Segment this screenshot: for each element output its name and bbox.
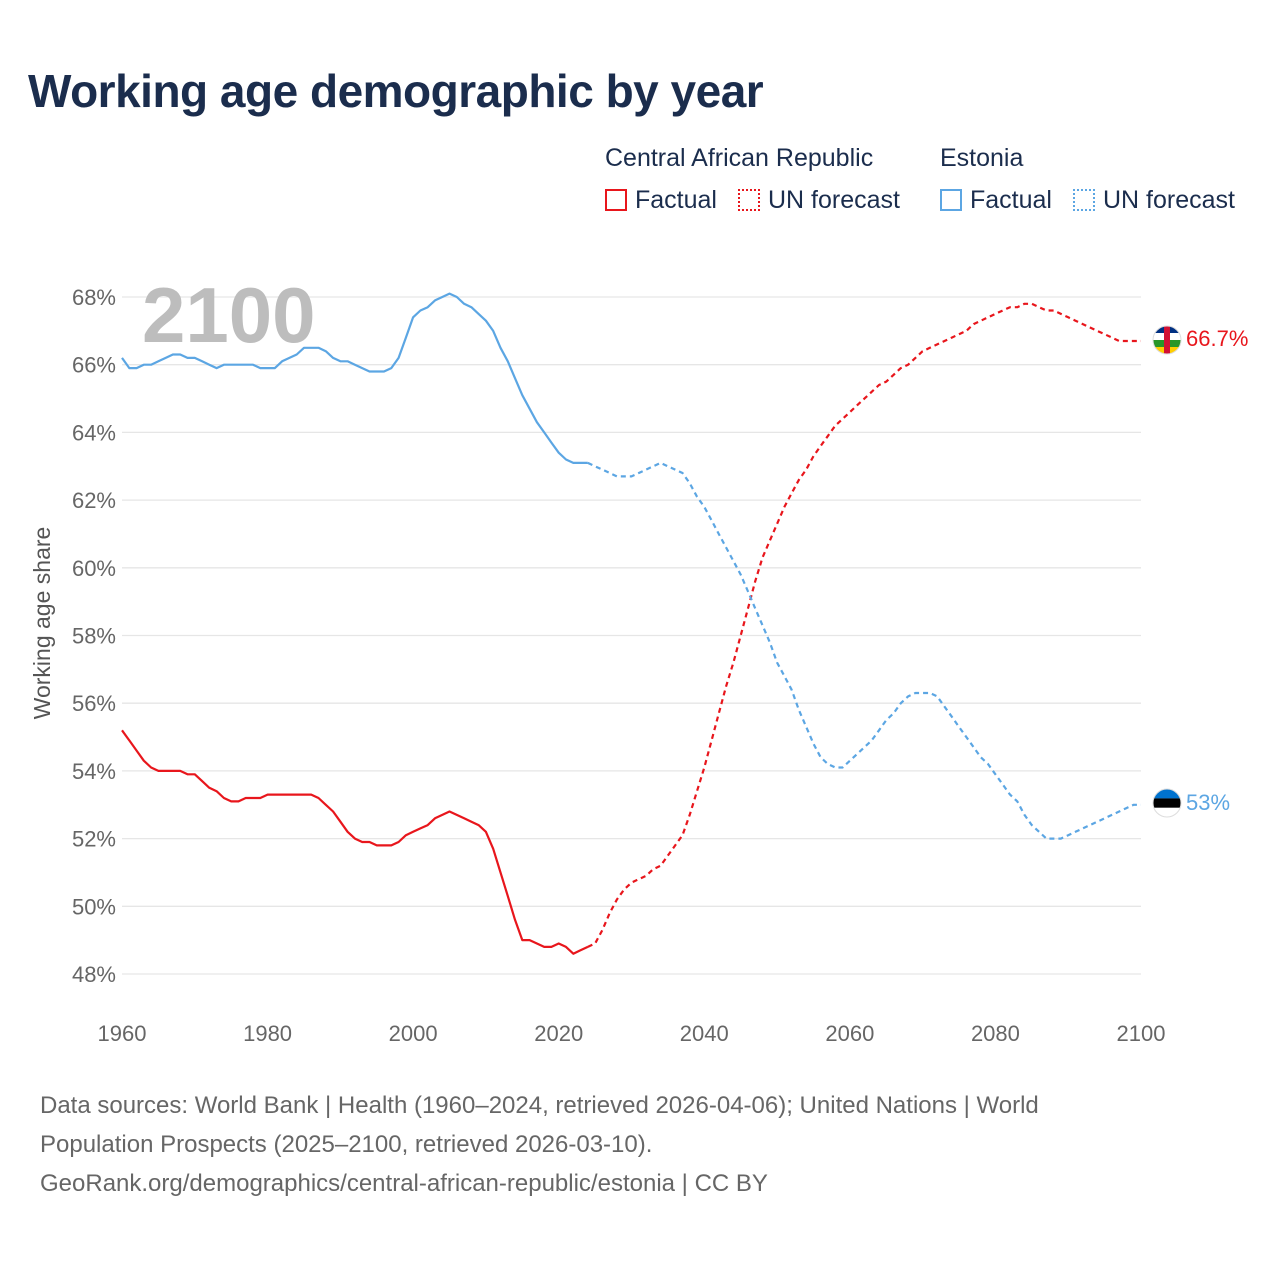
legend-swatch-solid-blue [940,189,962,211]
y-tick-label: 68% [72,285,116,310]
series-line-central-african-republic-forecast [587,302,1141,948]
grid [122,296,1141,975]
chart-title: Working age demographic by year [28,65,764,117]
end-label-estonia: 53% [1186,790,1230,815]
y-tick-label: 60% [72,556,116,581]
legend-estonia-factual[interactable]: Factual [940,184,1052,216]
legend-group-car: Central African Republic [605,144,874,172]
legend-car-factual[interactable]: Factual [605,184,717,216]
legend-label: UN forecast [768,185,900,214]
y-axis-ticks: 48% 50% 52% 54% 56% 58% 60% 62% 64% 66% 68% [72,285,116,987]
legend-group-estonia: Estonia [940,144,1024,172]
series-lines [121,292,1141,955]
y-tick-label: 64% [72,420,116,445]
legend-label: Factual [970,185,1052,214]
legend-label: Factual [635,185,717,214]
y-tick-label: 50% [72,894,116,919]
legend-label: UN forecast [1103,185,1235,214]
y-tick-label: 48% [72,962,116,987]
flag-estonia-icon [1152,788,1182,818]
x-tick-label: 1980 [243,1021,292,1046]
series-line-estonia-factual [121,292,588,464]
x-tick-label: 2100 [1117,1021,1166,1046]
series-line-estonia-forecast [587,461,1141,840]
source-footer: Data sources: World Bank | Health (1960–… [40,1086,1220,1203]
x-axis-ticks: 1960 1980 2000 2020 2040 2060 2080 2100 [98,1021,1166,1046]
footer-line-2: Population Prospects (2025–2100, retriev… [40,1131,653,1158]
legend-estonia-forecast[interactable]: UN forecast [1073,184,1235,216]
x-tick-label: 1960 [98,1021,147,1046]
end-label-central-african-republic: 66.7% [1186,326,1248,351]
series-line-central-african-republic-factual [121,729,589,955]
y-tick-label: 56% [72,691,116,716]
footer-line-1: Data sources: World Bank | Health (1960–… [40,1092,1039,1119]
x-tick-label: 2080 [971,1021,1020,1046]
x-tick-label: 2000 [389,1021,438,1046]
y-tick-label: 52% [72,827,116,852]
x-tick-label: 2060 [825,1021,874,1046]
legend-swatch-solid-red [605,189,627,211]
y-tick-label: 66% [72,353,116,378]
line-chart: 48%50%52%54%56%58%60%62%64%66%68% 1960 19… [29,271,1248,1046]
y-tick-label: 58% [72,624,116,649]
legend-swatch-dotted-red [738,189,760,211]
legend-swatch-dotted-blue [1073,189,1095,211]
y-axis-title: Working age share [29,527,55,720]
x-tick-label: 2040 [680,1021,729,1046]
y-tick-label: 62% [72,488,116,513]
y-tick-label: 54% [72,759,116,784]
footer-line-3: GeoRank.org/demographics/central-african… [40,1170,768,1197]
year-indicator: 2100 [142,271,316,359]
flag-central-african-republic-icon [1152,325,1182,355]
legend-car-forecast[interactable]: UN forecast [738,184,900,216]
x-tick-label: 2020 [534,1021,583,1046]
